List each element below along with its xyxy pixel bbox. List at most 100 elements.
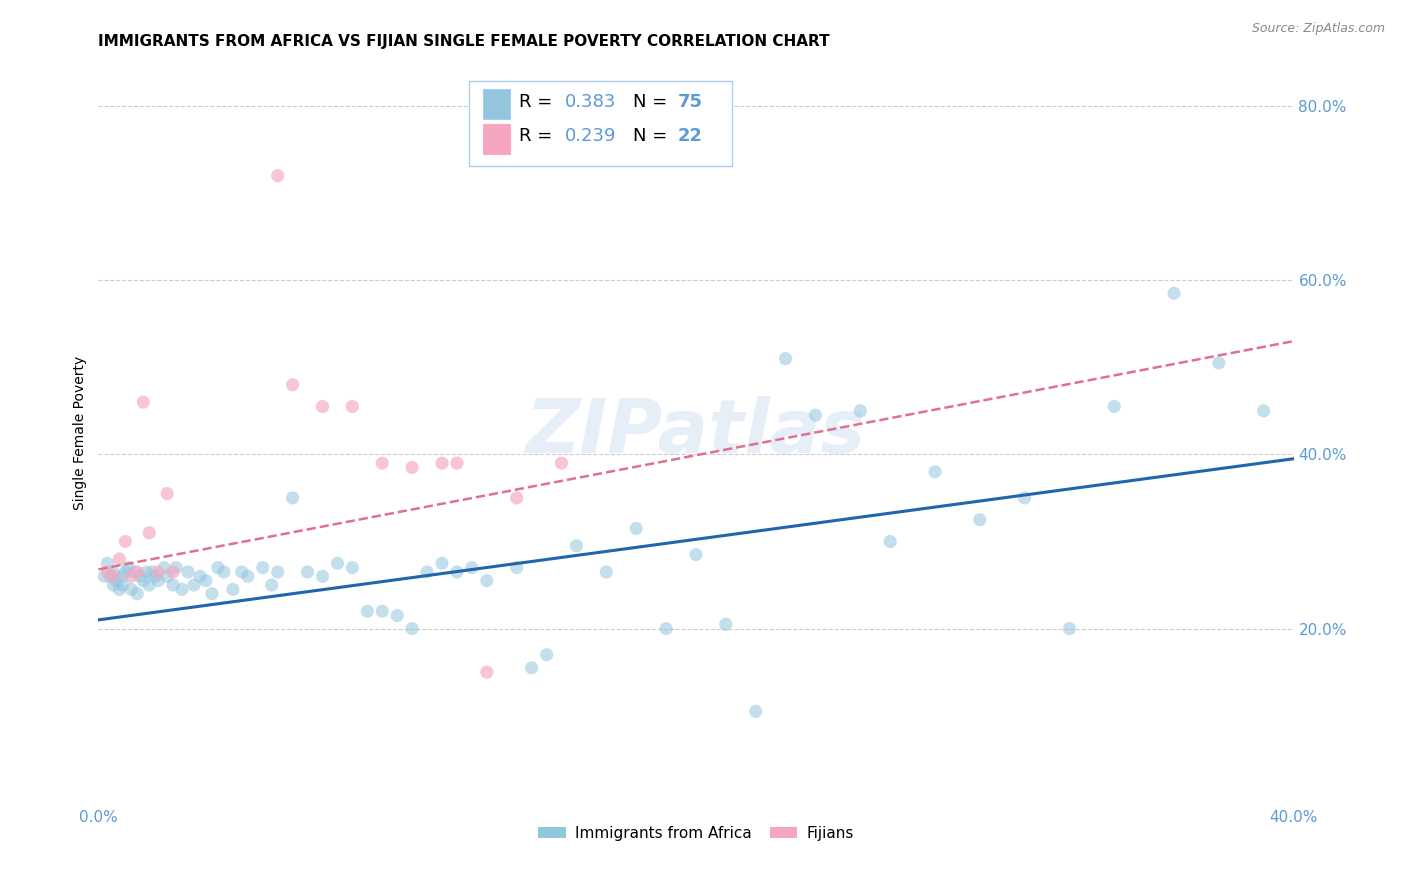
Point <box>103 565 125 579</box>
Point <box>108 552 131 566</box>
Point <box>129 569 152 583</box>
Point <box>138 525 160 540</box>
Text: 75: 75 <box>678 93 703 111</box>
Point <box>849 404 872 418</box>
Point <box>172 582 194 597</box>
FancyBboxPatch shape <box>484 89 509 120</box>
Point <box>231 565 253 579</box>
Text: R =: R = <box>519 128 558 145</box>
Point <box>153 560 176 574</box>
Point <box>281 377 304 392</box>
Point <box>1014 491 1036 505</box>
Point <box>520 661 543 675</box>
Point <box>127 565 149 579</box>
Point <box>111 578 134 592</box>
Point <box>969 513 991 527</box>
Point <box>156 486 179 500</box>
Point <box>96 556 118 570</box>
Point <box>297 565 319 579</box>
Point <box>775 351 797 366</box>
Point <box>430 456 453 470</box>
Point <box>162 578 184 592</box>
Point <box>103 578 125 592</box>
Point <box>114 534 136 549</box>
Point <box>132 395 155 409</box>
Point <box>103 569 125 583</box>
FancyBboxPatch shape <box>470 81 733 166</box>
Point <box>156 569 179 583</box>
Point <box>804 408 827 422</box>
Point <box>626 521 648 535</box>
Text: N =: N = <box>633 93 672 111</box>
Point <box>236 569 259 583</box>
Point <box>685 548 707 562</box>
FancyBboxPatch shape <box>484 124 509 154</box>
Point <box>461 560 484 574</box>
Text: ZIPatlas: ZIPatlas <box>526 396 866 469</box>
Point <box>120 582 142 597</box>
Point <box>165 560 187 574</box>
Point <box>879 534 901 549</box>
Point <box>745 704 768 718</box>
Text: IMMIGRANTS FROM AFRICA VS FIJIAN SINGLE FEMALE POVERTY CORRELATION CHART: IMMIGRANTS FROM AFRICA VS FIJIAN SINGLE … <box>98 34 830 49</box>
Point <box>260 578 283 592</box>
Point <box>430 556 453 570</box>
Point <box>416 565 439 579</box>
Point <box>143 569 166 583</box>
Point <box>475 665 498 680</box>
Point <box>506 560 529 574</box>
Point <box>371 456 394 470</box>
Point <box>105 574 128 588</box>
Point <box>655 622 678 636</box>
Point <box>401 622 423 636</box>
Point <box>148 565 170 579</box>
Point <box>207 560 229 574</box>
Text: N =: N = <box>633 128 672 145</box>
Point <box>1253 404 1275 418</box>
Point <box>93 569 115 583</box>
Point <box>311 400 333 414</box>
Point <box>111 569 134 583</box>
Point <box>446 565 468 579</box>
Point <box>1059 622 1081 636</box>
Point <box>565 539 588 553</box>
Point <box>326 556 349 570</box>
Point <box>195 574 218 588</box>
Point <box>114 565 136 579</box>
Point <box>1163 286 1185 301</box>
Point <box>141 565 163 579</box>
Point <box>148 574 170 588</box>
Point <box>550 456 572 470</box>
Point <box>96 565 118 579</box>
Point <box>1104 400 1126 414</box>
Point <box>252 560 274 574</box>
Point <box>162 565 184 579</box>
Point <box>222 582 245 597</box>
Point <box>401 460 423 475</box>
Point <box>311 569 333 583</box>
Point <box>188 569 211 583</box>
Point <box>177 565 200 579</box>
Text: R =: R = <box>519 93 558 111</box>
Point <box>183 578 205 592</box>
Point <box>1208 356 1230 370</box>
Point <box>281 491 304 505</box>
Point <box>475 574 498 588</box>
Text: 0.239: 0.239 <box>565 128 616 145</box>
Point <box>138 578 160 592</box>
Point <box>201 587 224 601</box>
Point <box>135 565 157 579</box>
Point <box>595 565 617 579</box>
Point <box>267 565 290 579</box>
Point <box>98 569 122 583</box>
Point <box>267 169 290 183</box>
Point <box>714 617 737 632</box>
Point <box>132 574 155 588</box>
Text: 22: 22 <box>678 128 703 145</box>
Point <box>536 648 558 662</box>
Text: 0.383: 0.383 <box>565 93 616 111</box>
Y-axis label: Single Female Poverty: Single Female Poverty <box>73 356 87 509</box>
Point <box>385 608 409 623</box>
Point <box>212 565 235 579</box>
Point <box>342 400 364 414</box>
